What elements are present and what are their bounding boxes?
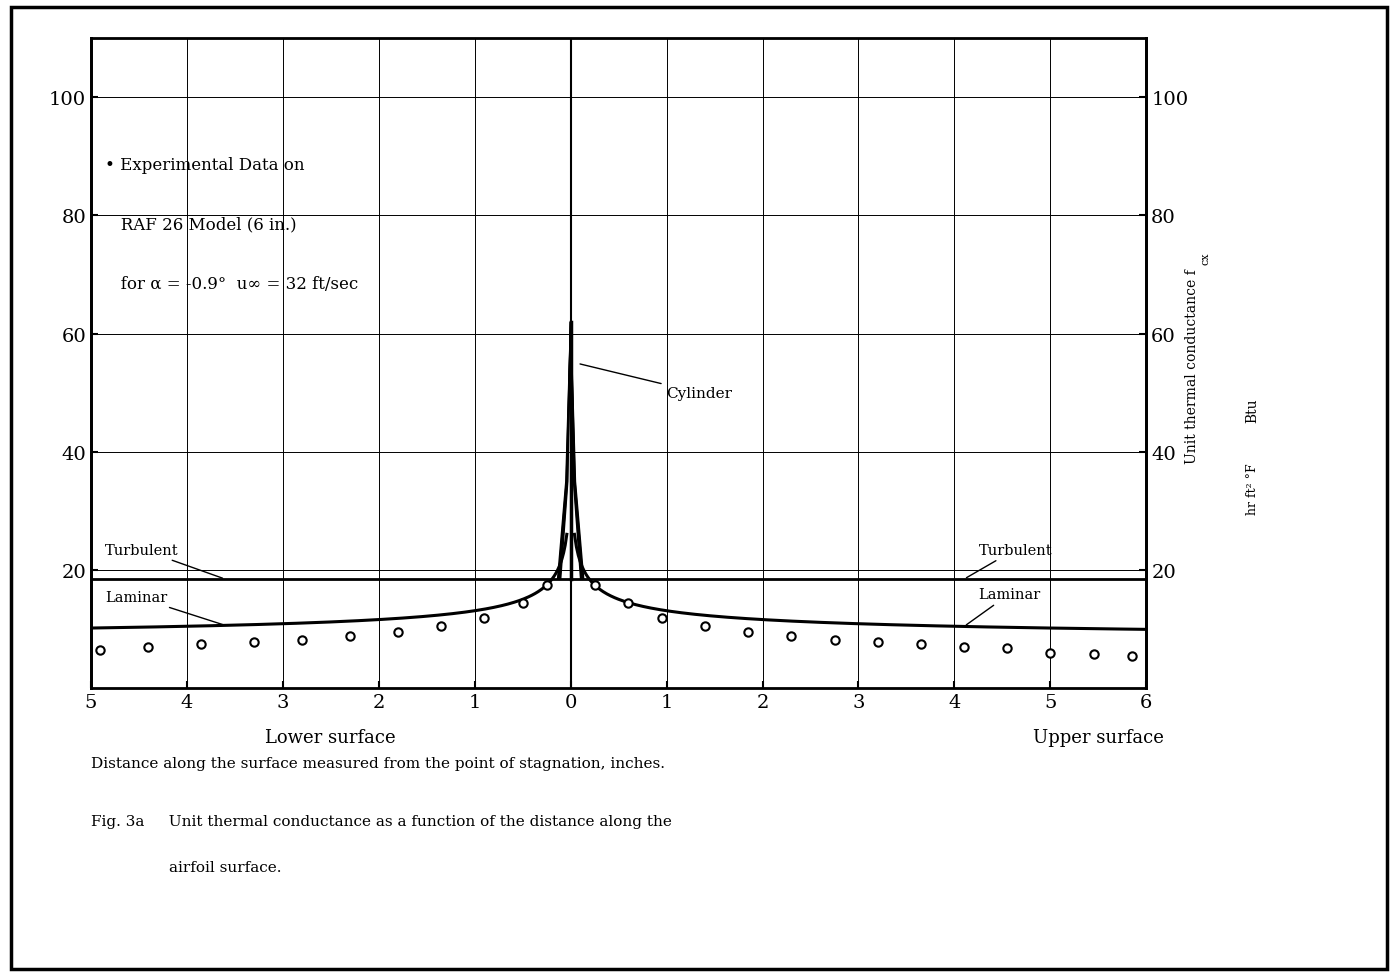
Text: Turbulent: Turbulent xyxy=(105,543,222,578)
Text: cx: cx xyxy=(1199,253,1211,265)
Text: Lower surface: Lower surface xyxy=(266,728,396,745)
Text: Fig. 3a     Unit thermal conductance as a function of the distance along the: Fig. 3a Unit thermal conductance as a fu… xyxy=(91,815,672,828)
Text: Unit thermal conductance f: Unit thermal conductance f xyxy=(1186,269,1199,464)
Text: Upper surface: Upper surface xyxy=(1033,728,1163,745)
Text: • Experimental Data on: • Experimental Data on xyxy=(105,157,305,174)
Text: hr ft² °F: hr ft² °F xyxy=(1246,463,1260,514)
Text: RAF 26 Model (6 in.): RAF 26 Model (6 in.) xyxy=(105,216,296,234)
Text: Cylinder: Cylinder xyxy=(580,364,733,401)
Text: Laminar: Laminar xyxy=(966,587,1040,625)
Text: Btu: Btu xyxy=(1246,398,1260,423)
Text: for α = -0.9°  u∞ = 32 ft/sec: for α = -0.9° u∞ = 32 ft/sec xyxy=(105,276,358,292)
Text: Turbulent: Turbulent xyxy=(966,543,1053,578)
Text: Laminar: Laminar xyxy=(105,590,222,625)
Text: airfoil surface.: airfoil surface. xyxy=(91,861,281,874)
Text: Distance along the surface measured from the point of stagnation, inches.: Distance along the surface measured from… xyxy=(91,756,665,770)
